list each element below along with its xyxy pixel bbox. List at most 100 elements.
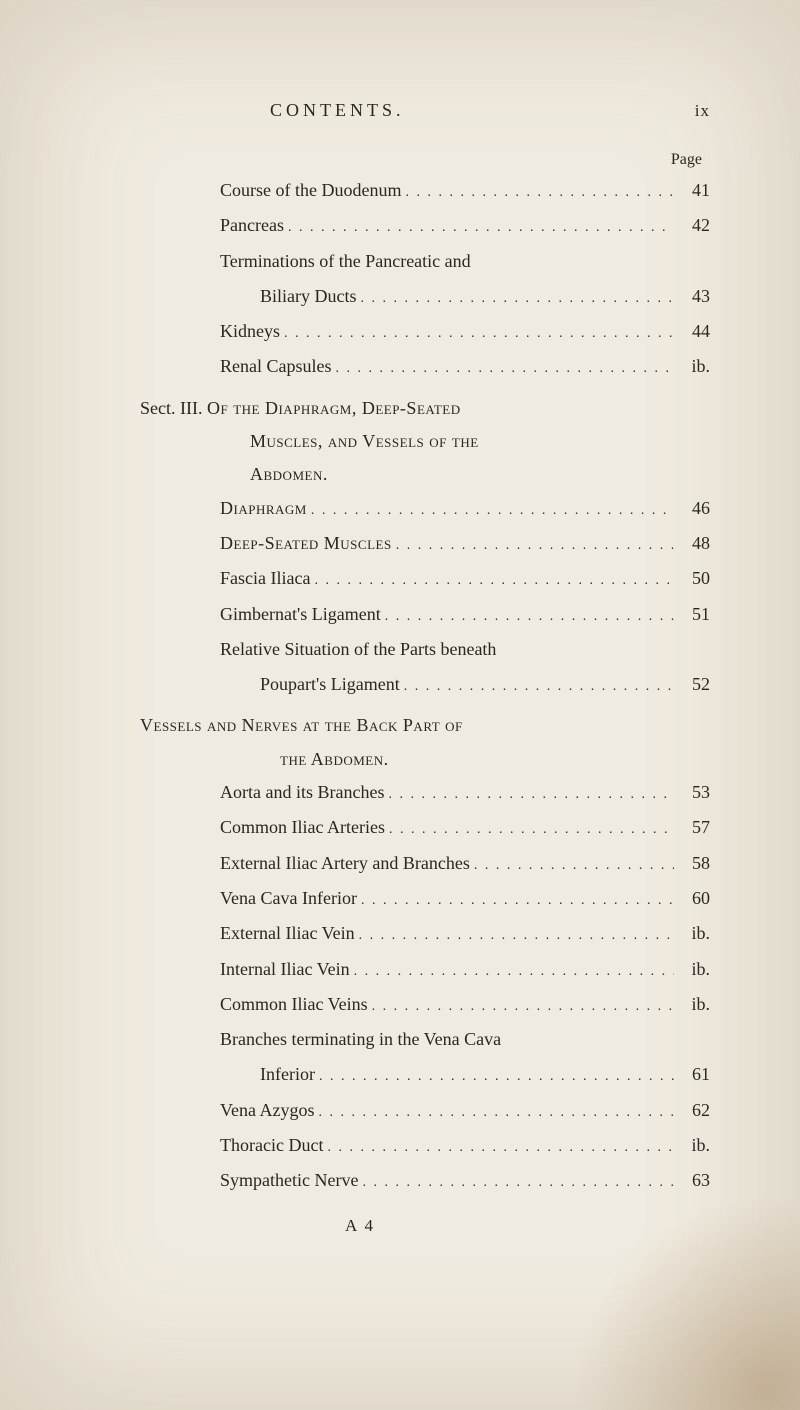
toc-entry: External Iliac Vein . . . . . . . . . . … — [140, 917, 710, 950]
toc-entry: Kidneys . . . . . . . . . . . . . . . . … — [140, 315, 710, 348]
toc-entry-label: Common Iliac Arteries — [220, 811, 385, 844]
toc-entry: Branches terminating in the Vena Cava — [140, 1023, 710, 1056]
toc-entry: Thoracic Duct . . . . . . . . . . . . . … — [140, 1129, 710, 1162]
toc-entry-label: Aorta and its Branches — [220, 776, 384, 809]
toc-entry: Poupart's Ligament . . . . . . . . . . .… — [140, 668, 710, 701]
toc-entry-label: External Iliac Vein — [220, 917, 355, 950]
toc-entry-label: Course of the Duodenum — [220, 174, 401, 207]
toc-leader-dots: . . . . . . . . . . . . . . . . . . . . … — [307, 498, 674, 524]
page-content: CONTENTS. ix Page Course of the Duodenum… — [0, 0, 800, 1296]
section-line-3: Abdomen. — [140, 458, 710, 491]
toc-entry-label: Renal Capsules — [220, 350, 331, 383]
toc-entry-label: Sympathetic Nerve — [220, 1164, 358, 1197]
toc-entry-page: 61 — [674, 1058, 710, 1091]
toc-entry: Course of the Duodenum . . . . . . . . .… — [140, 174, 710, 207]
toc-entry-page: 63 — [674, 1164, 710, 1197]
section-line-2: Muscles, and Vessels of the — [140, 425, 710, 458]
toc-entry-page: 53 — [674, 776, 710, 809]
toc-leader-dots: . . . . . . . . . . . . . . . . . . . . … — [280, 321, 674, 347]
toc-leader-dots: . . . . . . . . . . . . . . . . . . . . … — [401, 180, 674, 206]
toc-entry: Relative Situation of the Parts beneath — [140, 633, 710, 666]
toc-entry-label: Vena Azygos — [220, 1094, 314, 1127]
toc-leader-dots: . . . . . . . . . . . . . . . . . . . . … — [350, 959, 674, 985]
toc-entry-page: 41 — [674, 174, 710, 207]
toc-entry-label: Branches terminating in the Vena Cava — [220, 1023, 501, 1056]
toc-entry: Pancreas . . . . . . . . . . . . . . . .… — [140, 209, 710, 242]
toc-entry-page: 62 — [674, 1094, 710, 1127]
toc-entry-page: 58 — [674, 847, 710, 880]
toc-entry: External Iliac Artery and Branches . . .… — [140, 847, 710, 880]
section-heading-1: Sect. III. Of the Diaphragm, Deep-Seated… — [140, 392, 710, 492]
toc-leader-dots: . . . . . . . . . . . . . . . . . . . . … — [385, 817, 674, 843]
section-prefix: Sect. III. — [140, 398, 207, 418]
section-line-1-text: Of the Diaphragm, Deep-Seated — [207, 398, 461, 418]
toc-leader-dots: . . . . . . . . . . . . . . . . . . . . … — [384, 782, 674, 808]
toc-entry-label: Diaphragm — [220, 492, 307, 525]
toc-entry-label: Common Iliac Veins — [220, 988, 368, 1021]
toc-leader-dots: . . . . . . . . . . . . . . . . . . . . … — [357, 888, 674, 914]
signature-mark: A 4 — [140, 1216, 710, 1236]
toc-entry: Inferior . . . . . . . . . . . . . . . .… — [140, 1058, 710, 1091]
toc-entry: Sympathetic Nerve . . . . . . . . . . . … — [140, 1164, 710, 1197]
toc-leader-dots: . . . . . . . . . . . . . . . . . . . . … — [358, 1170, 674, 1196]
toc-leader-dots: . . . . . . . . . . . . . . . . . . . . … — [284, 215, 674, 241]
toc-entry-label: Fascia Iliaca — [220, 562, 310, 595]
toc-entry-label: Biliary Ducts — [260, 280, 357, 313]
toc-leader-dots: . . . . . . . . . . . . . . . . . . . . … — [315, 1064, 674, 1090]
toc-entry-label: Terminations of the Pancreatic and — [220, 245, 471, 278]
toc-entry-label: External Iliac Artery and Branches — [220, 847, 470, 880]
roman-page-number: ix — [695, 101, 710, 121]
toc-entry-page: 43 — [674, 280, 710, 313]
toc-entry-page: ib. — [674, 988, 710, 1021]
toc-entry: Renal Capsules . . . . . . . . . . . . .… — [140, 350, 710, 383]
toc-entry: Diaphragm . . . . . . . . . . . . . . . … — [140, 492, 710, 525]
toc-entry-page: ib. — [674, 953, 710, 986]
toc-leader-dots: . . . . . . . . . . . . . . . . . . . . … — [310, 568, 674, 594]
toc-entry-label: Thoracic Duct — [220, 1129, 323, 1162]
toc-entry: Fascia Iliaca . . . . . . . . . . . . . … — [140, 562, 710, 595]
section2-line-1: Vessels and Nerves at the Back Part of — [140, 709, 710, 742]
toc-entry-page: ib. — [674, 350, 710, 383]
toc-leader-dots: . . . . . . . . . . . . . . . . . . . . … — [392, 533, 674, 559]
toc-entry: Internal Iliac Vein . . . . . . . . . . … — [140, 953, 710, 986]
toc-entry-page: 44 — [674, 315, 710, 348]
toc-block-3: Aorta and its Branches . . . . . . . . .… — [140, 776, 710, 1198]
toc-leader-dots: . . . . . . . . . . . . . . . . . . . . … — [314, 1100, 674, 1126]
toc-entry-page: 57 — [674, 811, 710, 844]
toc-leader-dots: . . . . . . . . . . . . . . . . . . . . … — [331, 356, 674, 382]
toc-entry-label: Relative Situation of the Parts beneath — [220, 633, 496, 666]
toc-entry: Common Iliac Veins . . . . . . . . . . .… — [140, 988, 710, 1021]
toc-entry-label: Inferior — [260, 1058, 315, 1091]
toc-entry-page: 42 — [674, 209, 710, 242]
contents-title: CONTENTS. — [270, 100, 405, 121]
toc-leader-dots: . . . . . . . . . . . . . . . . . . . . … — [355, 923, 674, 949]
toc-leader-dots: . . . . . . . . . . . . . . . . . . . . … — [323, 1135, 674, 1161]
section-heading-2: Vessels and Nerves at the Back Part of t… — [140, 709, 710, 776]
toc-entry: Deep-Seated Muscles . . . . . . . . . . … — [140, 527, 710, 560]
toc-entry-label: Pancreas — [220, 209, 284, 242]
toc-entry: Vena Cava Inferior . . . . . . . . . . .… — [140, 882, 710, 915]
section-line-1: Sect. III. Of the Diaphragm, Deep-Seated — [140, 392, 710, 425]
toc-block-1: Course of the Duodenum . . . . . . . . .… — [140, 174, 710, 384]
page-column-label: Page — [140, 151, 710, 169]
toc-entry: Vena Azygos . . . . . . . . . . . . . . … — [140, 1094, 710, 1127]
toc-entry-page: 52 — [674, 668, 710, 701]
running-head: CONTENTS. ix — [140, 100, 710, 121]
toc-entry-page: 50 — [674, 562, 710, 595]
toc-entry-label: Vena Cava Inferior — [220, 882, 357, 915]
section2-line-2: the Abdomen. — [140, 743, 710, 776]
toc-entry-label: Kidneys — [220, 315, 280, 348]
toc-entry-label: Deep-Seated Muscles — [220, 527, 392, 560]
toc-leader-dots: . . . . . . . . . . . . . . . . . . . . … — [368, 994, 674, 1020]
toc-block-2: Diaphragm . . . . . . . . . . . . . . . … — [140, 492, 710, 702]
toc-leader-dots: . . . . . . . . . . . . . . . . . . . . … — [357, 286, 675, 312]
toc-entry: Aorta and its Branches . . . . . . . . .… — [140, 776, 710, 809]
toc-entry: Common Iliac Arteries . . . . . . . . . … — [140, 811, 710, 844]
toc-entry-label: Internal Iliac Vein — [220, 953, 350, 986]
toc-entry-label: Poupart's Ligament — [260, 668, 400, 701]
toc-entry: Biliary Ducts . . . . . . . . . . . . . … — [140, 280, 710, 313]
toc-entry-label: Gimbernat's Ligament — [220, 598, 381, 631]
toc-leader-dots: . . . . . . . . . . . . . . . . . . . . … — [381, 604, 674, 630]
toc-entry-page: 46 — [674, 492, 710, 525]
toc-leader-dots: . . . . . . . . . . . . . . . . . . . . … — [470, 853, 674, 879]
